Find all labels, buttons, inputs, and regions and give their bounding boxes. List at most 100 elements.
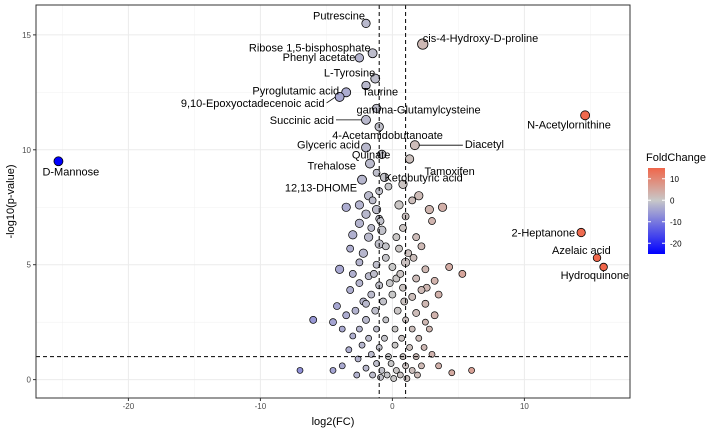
color-legend: FoldChange 10 0 -10 -20 bbox=[646, 152, 706, 254]
data-point bbox=[417, 286, 426, 294]
x-axis-title: log2(FC) bbox=[312, 416, 355, 428]
data-point bbox=[329, 318, 337, 327]
data-point bbox=[368, 196, 377, 205]
data-point-labeled bbox=[361, 80, 371, 91]
data-point bbox=[399, 224, 407, 232]
data-point bbox=[367, 290, 376, 299]
data-point bbox=[349, 332, 357, 340]
data-point bbox=[438, 202, 448, 212]
data-point bbox=[362, 299, 370, 308]
data-point bbox=[335, 264, 345, 274]
data-point bbox=[391, 325, 399, 333]
data-point-labeled bbox=[361, 18, 371, 28]
data-point bbox=[381, 334, 388, 342]
data-point bbox=[394, 200, 404, 210]
data-point bbox=[428, 350, 436, 358]
data-point bbox=[393, 306, 402, 315]
data-point bbox=[376, 217, 385, 225]
data-point-labeled bbox=[592, 253, 602, 263]
data-point bbox=[408, 367, 416, 374]
point-label: Diacetyl bbox=[465, 139, 504, 151]
point-label: Ketobutyric acid bbox=[384, 172, 462, 184]
data-point bbox=[348, 230, 358, 240]
point-label: Succinic acid bbox=[270, 115, 334, 127]
data-point bbox=[428, 217, 436, 225]
colorbar-tick-label: 10 bbox=[670, 175, 679, 184]
data-point bbox=[396, 270, 405, 278]
data-point-labeled bbox=[354, 53, 364, 63]
data-point bbox=[372, 204, 382, 215]
data-point-labeled bbox=[417, 38, 429, 50]
data-point bbox=[385, 279, 394, 287]
y-tick-label: 10 bbox=[22, 146, 31, 155]
data-point bbox=[430, 311, 439, 320]
data-point-labeled bbox=[576, 227, 586, 238]
point-label: Hydroquinone bbox=[561, 270, 630, 282]
data-point-labeled bbox=[370, 73, 381, 84]
data-point bbox=[367, 224, 376, 232]
point-label: Ribose 1,5-bisphosphate bbox=[249, 42, 371, 54]
data-point bbox=[354, 200, 364, 210]
data-point bbox=[383, 371, 391, 379]
colorbar-tick-label: -10 bbox=[670, 218, 682, 227]
labels-layer: Putrescine cis-4-Hydroxy-D-proline Ribose … bbox=[42, 10, 629, 282]
data-point bbox=[381, 242, 390, 251]
x-tick-label: 10 bbox=[520, 402, 529, 411]
data-point-labeled bbox=[365, 158, 375, 169]
data-point bbox=[372, 260, 381, 269]
data-point bbox=[371, 306, 380, 315]
data-point bbox=[388, 290, 397, 299]
data-point bbox=[361, 209, 371, 219]
data-point bbox=[296, 367, 304, 374]
data-point bbox=[391, 341, 399, 349]
data-point bbox=[404, 249, 413, 258]
data-point bbox=[414, 371, 421, 379]
data-point bbox=[418, 362, 425, 370]
data-point bbox=[412, 309, 421, 317]
data-point bbox=[362, 316, 370, 324]
data-point bbox=[370, 270, 378, 278]
data-point bbox=[400, 297, 409, 306]
data-point bbox=[367, 350, 375, 358]
data-point-labeled bbox=[377, 149, 387, 159]
data-point-labeled bbox=[53, 156, 64, 167]
data-point bbox=[353, 371, 361, 379]
data-point bbox=[408, 196, 417, 205]
data-point bbox=[398, 334, 405, 342]
data-point bbox=[362, 364, 370, 372]
point-label: Tamoxifen bbox=[425, 166, 475, 178]
data-point bbox=[348, 270, 357, 278]
colorbar-tick-label: -20 bbox=[670, 239, 682, 248]
point-label: 12,13-DHOME bbox=[285, 183, 357, 195]
data-point bbox=[406, 344, 413, 351]
data-point-labeled bbox=[371, 103, 382, 114]
y-tick-label: 5 bbox=[27, 261, 32, 270]
x-tick-label: -10 bbox=[255, 402, 267, 411]
data-point bbox=[358, 248, 368, 258]
axes-layer: -20 -10 0 10 0 5 10 15 log2(FC) -log10(p-value) bbox=[5, 4, 631, 428]
data-point-labeled bbox=[361, 142, 371, 153]
point-label: Putrescine bbox=[313, 10, 365, 22]
data-point bbox=[393, 367, 400, 374]
data-point-labeled bbox=[361, 115, 371, 125]
data-point bbox=[382, 316, 390, 324]
point-label: Quinate bbox=[352, 149, 391, 161]
data-point bbox=[396, 371, 404, 379]
point-label: 9,10-Epoxyoctadecenoic acid bbox=[181, 98, 325, 110]
data-point bbox=[355, 258, 364, 267]
point-label: 2-Heptanone bbox=[512, 228, 576, 240]
data-point-labeled bbox=[409, 140, 420, 151]
data-point bbox=[458, 270, 467, 278]
plot-background bbox=[36, 5, 630, 398]
point-label: 4-Acetamidobutanoate bbox=[332, 130, 443, 142]
data-point bbox=[309, 316, 318, 324]
point-label: gamma-Glutamylcysteine bbox=[357, 104, 481, 116]
data-point bbox=[338, 362, 346, 370]
data-point bbox=[358, 341, 366, 349]
data-point bbox=[346, 244, 355, 253]
data-point bbox=[355, 279, 364, 287]
data-point bbox=[445, 263, 454, 271]
plot-panel bbox=[36, 5, 630, 398]
y-axis-title: -log10(p-value) bbox=[5, 165, 17, 239]
